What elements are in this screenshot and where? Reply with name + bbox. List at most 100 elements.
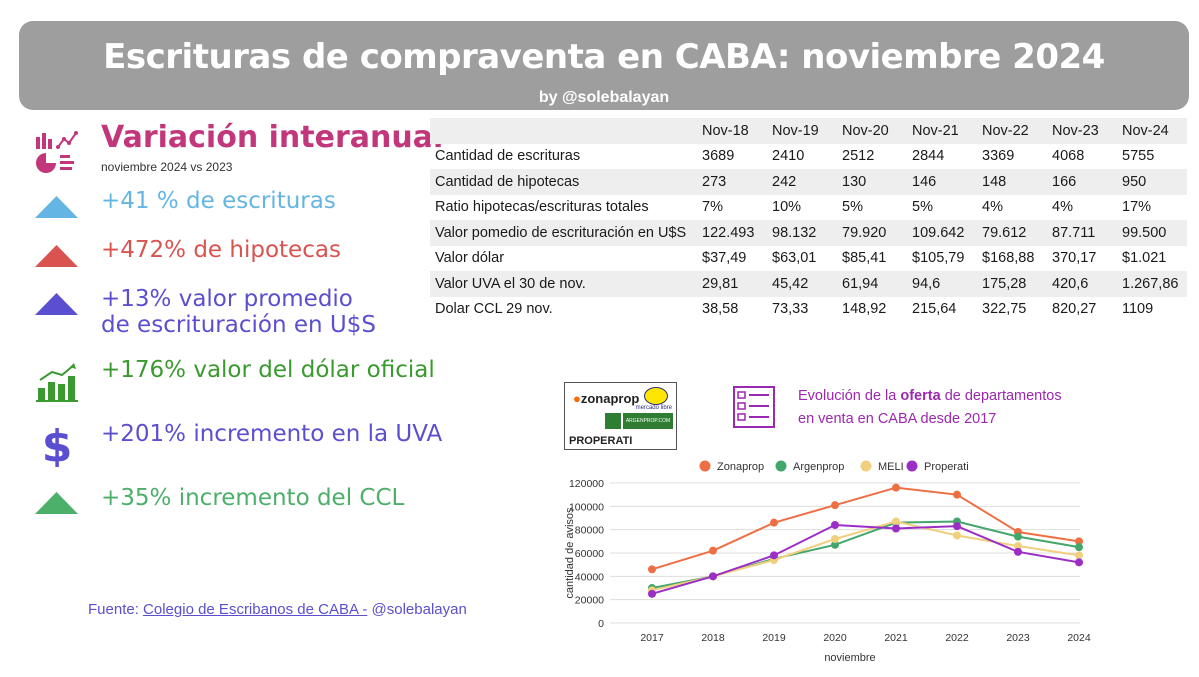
analytics-icon [36,131,78,173]
table-cell: 3369 [982,148,1015,165]
table-cell: $37,49 [702,250,747,267]
data-point [953,490,961,499]
table-cell: 215,64 [912,301,957,318]
data-point [892,483,900,492]
data-point [831,521,839,529]
data-point [1075,537,1083,546]
table-cell: 98.132 [767,220,837,246]
data-point [770,518,778,527]
series-line [651,486,1080,571]
legend-marker [699,460,711,472]
data-point [831,535,839,543]
source-note: Fuente: Colegio de Escribanos de CABA - … [88,601,467,618]
table-row: Valor dólar $37,49 $63,01 $85,41 $105,79… [430,246,1187,272]
table-cell: 122.493 [697,220,767,246]
table-cell: 7% [702,199,723,216]
table-cell: 370,17 [1052,250,1097,267]
data-point [892,524,900,533]
table-cell: 242 [767,169,837,195]
column-header: Nov-18 [697,118,767,144]
table-cell: 148 [977,169,1047,195]
table-cell: 5% [842,199,863,216]
y-tick-label: 20000 [575,595,604,607]
x-tick-label: 2019 [762,632,786,644]
y-tick-label: 60000 [575,548,604,560]
table-cell: 146 [907,169,977,195]
table-cell: 166 [1047,169,1117,195]
checklist-icon [733,386,775,428]
y-tick-label: 80000 [575,525,604,537]
x-axis-label: noviembre [824,652,875,664]
y-tick-label: 0 [598,618,604,630]
table-row: Cantidad de hipotecas 273 242 130 146 14… [430,169,1187,195]
dollar-icon: $ [44,423,70,467]
legend-label: MELI [878,461,904,473]
table-cell: 3689 [702,148,735,165]
stat-uva: +201% incremento en la UVA [101,421,443,447]
stat-valor-promedio: +13% valor promedio de escrituración en … [101,286,376,338]
table-cell: 5% [912,199,933,216]
page-title: Escrituras de compraventa en CABA: novie… [103,37,1105,77]
x-tick-label: 2024 [1067,632,1091,644]
legend-label: Zonaprop [717,461,764,473]
table-cell: 87.711 [1047,220,1117,246]
table-cell: 2512 [842,148,875,165]
table-cell: 61,94 [837,271,907,297]
table-cell: 5755 [1122,148,1155,165]
variacion-subtitle: noviembre 2024 vs 2023 [101,160,233,174]
growth-chart-icon [36,363,78,402]
table-cell: 4% [1052,199,1073,216]
legend-label: Properati [924,461,969,473]
row-label: Valor dólar [435,250,505,267]
table-cell: 2844 [912,148,945,165]
table-row: Dolar CCL 29 nov. 38,58 73,33 148,92 215… [430,297,1187,323]
row-label: Dolar CCL 29 nov. [435,301,553,318]
table-row: Ratio hipotecas/escrituras totales 7% 10… [430,195,1187,221]
table-cell: $85,41 [842,250,887,267]
up-triangle-icon [35,293,78,315]
source-prefix: Fuente: [88,601,144,618]
data-point [953,522,961,531]
column-header: Nov-21 [907,118,977,144]
data-point [953,531,961,540]
row-label: Cantidad de hipotecas [430,169,697,195]
table-cell: 10% [772,199,802,216]
row-label: Ratio hipotecas/escrituras totales [435,199,649,216]
table-cell: 38,58 [702,301,739,318]
table-row: Valor UVA el 30 de nov. 29,81 45,42 61,9… [430,271,1187,297]
column-header: Nov-23 [1047,118,1117,144]
column-header: Nov-19 [767,118,837,144]
mercadolibre-logo [644,387,668,405]
table-cell: $168,88 [982,250,1035,267]
source-suffix: @solebalayan [367,601,467,618]
row-label: Valor pomedio de escrituración en U$S [430,220,697,246]
table-cell: 420,6 [1047,271,1117,297]
table-cell: 820,27 [1052,301,1097,318]
data-point [831,540,839,549]
table-cell: 79.612 [977,220,1047,246]
data-point [648,589,656,598]
table-header-row: Nov-18 Nov-19 Nov-20 Nov-21 Nov-22 Nov-2… [430,118,1187,144]
legend-marker [775,460,787,472]
table-cell: 99.500 [1117,220,1187,246]
source-link[interactable]: Colegio de Escribanos de CABA - [143,601,368,618]
column-header: Nov-24 [1117,118,1187,144]
header-banner: Escrituras de compraventa en CABA: novie… [19,21,1189,110]
x-tick-label: 2018 [701,632,725,644]
data-point [709,546,717,555]
line-chart: 0 20000 40000 60000 80000 100000 120000 2017 201… [564,460,1091,664]
column-header: Nov-22 [977,118,1047,144]
table-row: Valor pomedio de escrituración en U$S 12… [430,220,1187,246]
mercadolibre-label: mercado libre [635,405,672,411]
properati-logo: PROPERATI [569,435,633,447]
x-tick-label: 2023 [1006,632,1030,644]
up-triangle-icon [35,196,78,218]
table-cell: 130 [837,169,907,195]
stat-dolar: +176% valor del dólar oficial [101,357,435,383]
argenprop-logo: ARGENPROP.COM [623,413,673,429]
stat-valor-line2: de escrituración en U$S [101,312,376,338]
up-triangle-icon [35,492,78,514]
table-cell: 950 [1117,169,1187,195]
x-tick-label: 2017 [640,632,664,644]
zonaprop-logo: ●zonaprop [573,391,640,406]
